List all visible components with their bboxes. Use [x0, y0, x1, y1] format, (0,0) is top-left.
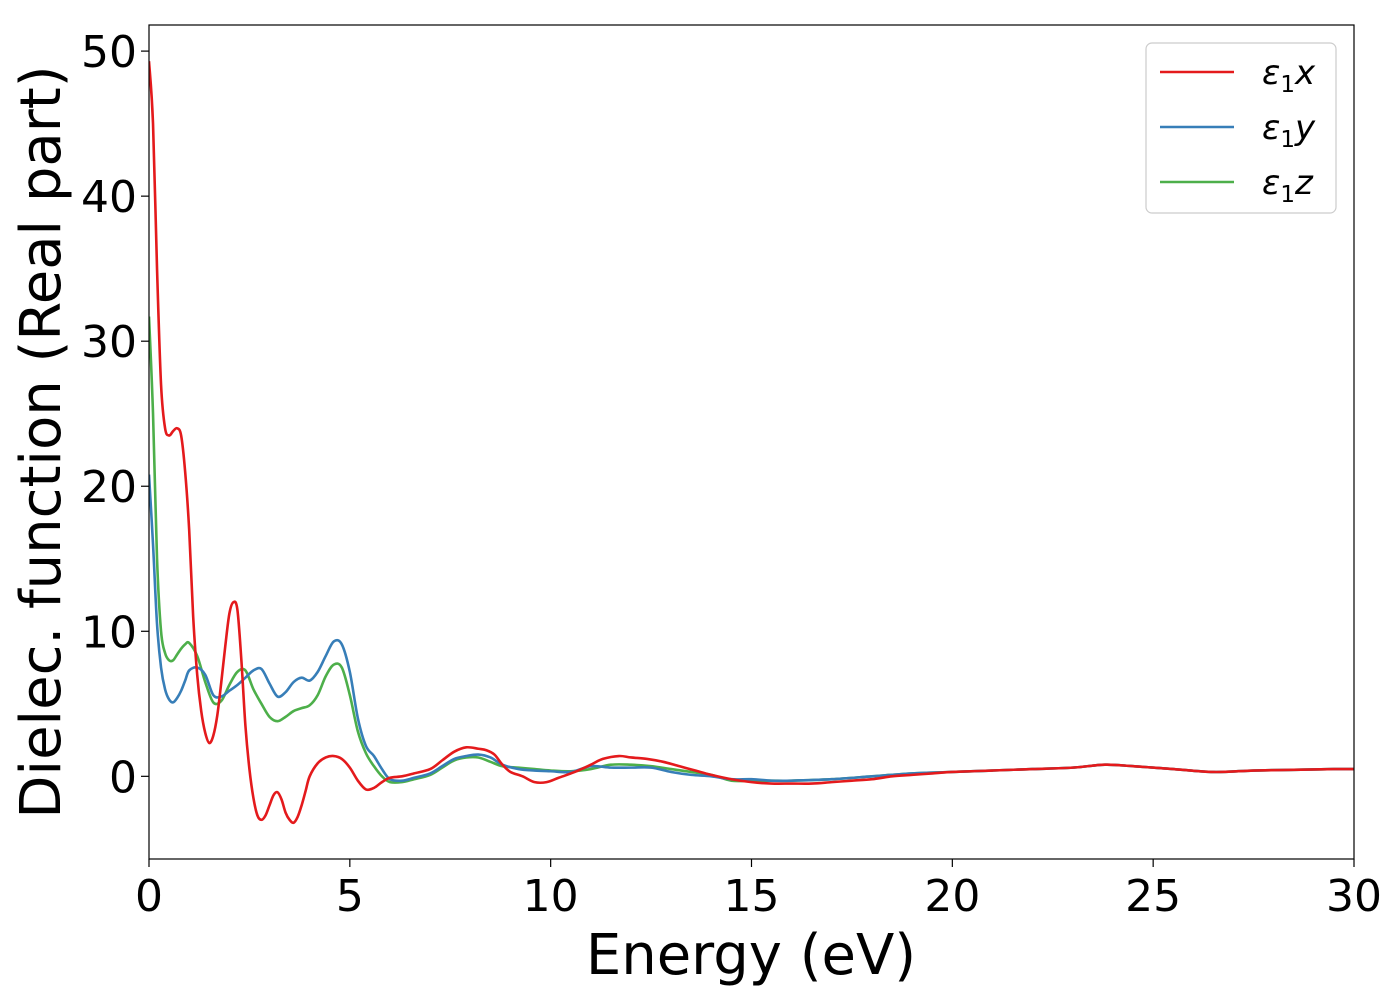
legend-component: y — [1294, 108, 1316, 148]
y-axis: 0 10 20 30 40 50 — [81, 27, 149, 803]
series-layer — [149, 61, 1354, 825]
x-tick-label: 30 — [1326, 871, 1382, 922]
legend-label-z: ε1z — [1262, 163, 1314, 208]
legend-symbol: ε — [1262, 108, 1280, 148]
y-tick-label: 30 — [81, 317, 137, 368]
y-tick-label: 0 — [109, 752, 137, 803]
legend-subscript: 1 — [1280, 127, 1295, 153]
legend-subscript: 1 — [1280, 72, 1295, 98]
x-tick-label: 10 — [523, 871, 579, 922]
y-tick-label: 40 — [81, 172, 137, 223]
series-line-x — [149, 61, 1354, 825]
legend-box — [1145, 42, 1337, 214]
y-tick-label: 20 — [81, 462, 137, 513]
x-axis-label: Energy (eV) — [586, 923, 916, 988]
x-tick-label: 0 — [135, 871, 163, 922]
x-tick-label: 5 — [336, 871, 364, 922]
legend-label-x: ε1x — [1262, 53, 1316, 98]
x-tick-label: 20 — [924, 871, 980, 922]
y-tick-label: 10 — [81, 607, 137, 658]
legend-symbol: ε — [1262, 53, 1280, 93]
x-tick-label: 15 — [724, 871, 780, 922]
legend-subscript: 1 — [1280, 182, 1295, 208]
legend-symbol: ε — [1262, 163, 1280, 203]
y-axis-label: Dielec. function (Real part) — [9, 65, 74, 818]
legend-label-y: ε1y — [1262, 108, 1316, 153]
y-tick-label: 50 — [81, 27, 137, 78]
x-axis: 0 5 10 15 20 25 30 — [135, 859, 1382, 922]
x-tick-label: 25 — [1125, 871, 1181, 922]
legend-component: z — [1294, 163, 1314, 203]
legend-component: x — [1294, 53, 1316, 93]
series-line-y — [149, 474, 1354, 783]
